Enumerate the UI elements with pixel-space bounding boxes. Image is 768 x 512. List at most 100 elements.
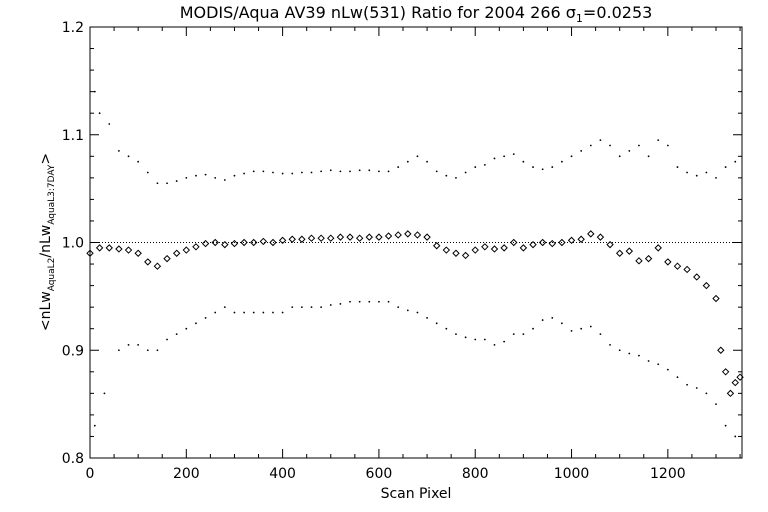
lower-envelope-point bbox=[223, 306, 226, 309]
upper-envelope-point bbox=[599, 139, 602, 142]
y-tick-label: 0.9 bbox=[62, 343, 84, 359]
ratio-point bbox=[635, 257, 643, 265]
lower-envelope-point bbox=[522, 333, 525, 335]
upper-envelope-point bbox=[551, 166, 554, 168]
upper-envelope-point bbox=[532, 166, 534, 168]
upper-envelope-point bbox=[329, 169, 332, 172]
lower-envelope-point bbox=[715, 403, 717, 406]
ratio-point bbox=[211, 238, 219, 247]
lower-envelope-point bbox=[551, 317, 554, 319]
lower-envelope-point bbox=[378, 300, 380, 303]
upper-envelope-point bbox=[223, 179, 226, 181]
ratio-point bbox=[461, 251, 470, 260]
lower-envelope-point bbox=[734, 435, 737, 438]
upper-envelope-point bbox=[474, 166, 477, 168]
lower-envelope-point bbox=[339, 303, 342, 305]
upper-envelope-point bbox=[166, 182, 168, 185]
lower-envelope-point bbox=[512, 333, 515, 335]
lower-envelope-point bbox=[300, 306, 303, 309]
ratio-point bbox=[471, 246, 479, 254]
ratio-point bbox=[423, 233, 431, 241]
lower-envelope-point bbox=[127, 343, 130, 346]
lower-envelope-point bbox=[204, 317, 207, 319]
ratio-point bbox=[673, 262, 682, 270]
lower-envelope-point bbox=[117, 349, 120, 352]
axis-ticks bbox=[89, 26, 742, 459]
upper-envelope-point bbox=[233, 174, 236, 177]
lower-envelope-point bbox=[503, 340, 506, 343]
ratio-point bbox=[375, 233, 383, 241]
ratio-point bbox=[519, 244, 528, 252]
upper-envelope-point bbox=[416, 155, 419, 158]
upper-envelope-point bbox=[541, 168, 544, 171]
ratio-point bbox=[548, 239, 556, 248]
upper-envelope-point bbox=[195, 174, 197, 177]
data-points bbox=[86, 90, 744, 438]
ratio-point bbox=[606, 240, 614, 249]
lower-envelope-point bbox=[93, 424, 96, 427]
upper-envelope-point bbox=[638, 144, 640, 147]
upper-envelope-point bbox=[561, 160, 563, 163]
lower-envelope-point bbox=[262, 311, 265, 314]
ratio-point bbox=[192, 243, 200, 251]
x-tick-label: 600 bbox=[366, 466, 393, 482]
upper-envelope-point bbox=[522, 160, 525, 163]
ratio-point bbox=[182, 246, 191, 254]
upper-envelope-point bbox=[272, 171, 274, 174]
lower-envelope-point bbox=[609, 343, 611, 346]
lower-envelope-point bbox=[281, 311, 284, 314]
ratio-point bbox=[538, 238, 547, 247]
ratio-point bbox=[452, 249, 460, 257]
lower-envelope-point bbox=[175, 333, 178, 335]
ratio-point bbox=[346, 233, 354, 241]
ratio-point bbox=[596, 233, 605, 241]
chart-title: MODIS/Aqua AV39 nLw(531) Ratio for 2004 … bbox=[180, 3, 653, 25]
ratio-point bbox=[432, 242, 441, 250]
ratio-point bbox=[95, 244, 104, 252]
ratio-point bbox=[336, 233, 345, 241]
x-tick-label: 1200 bbox=[650, 466, 686, 482]
ratio-point bbox=[490, 245, 499, 253]
lower-envelope-point bbox=[166, 338, 168, 341]
lower-envelope-point bbox=[570, 329, 573, 332]
y-axis-title: <nLwAquaL2/nLwAquaL3:7DAY> bbox=[38, 153, 57, 331]
upper-envelope-point bbox=[127, 155, 130, 158]
x-tick-label: 200 bbox=[173, 466, 200, 482]
ratio-point bbox=[230, 239, 239, 248]
ratio-point bbox=[726, 389, 735, 398]
ratio-point bbox=[327, 234, 335, 242]
upper-envelope-point bbox=[378, 170, 380, 173]
ratio-point bbox=[365, 233, 373, 241]
ratio-point bbox=[394, 231, 402, 239]
ratio-point bbox=[717, 346, 725, 354]
ratio-point bbox=[355, 234, 364, 242]
ratio-point bbox=[115, 245, 123, 253]
upper-envelope-point bbox=[93, 90, 96, 93]
upper-envelope-point bbox=[570, 155, 573, 158]
ratio-point bbox=[404, 230, 412, 238]
upper-envelope-point bbox=[185, 176, 188, 179]
lower-envelope-point bbox=[329, 304, 332, 306]
upper-envelope-point bbox=[435, 170, 438, 173]
upper-envelope-point bbox=[281, 172, 284, 175]
upper-envelope-point bbox=[406, 160, 409, 163]
ratio-point bbox=[134, 249, 142, 257]
ratio-point bbox=[577, 235, 585, 243]
x-tick-labels: 0 200 400 600 800 1000 1200 bbox=[86, 466, 686, 482]
lower-envelope-point bbox=[146, 349, 149, 352]
lower-envelope-point bbox=[445, 327, 448, 330]
ratio-point bbox=[259, 237, 268, 246]
x-tick-label: 1000 bbox=[554, 466, 590, 482]
lower-envelope-point bbox=[156, 349, 159, 352]
lower-envelope-point bbox=[599, 333, 602, 335]
lower-envelope-point bbox=[686, 383, 689, 386]
ratio-point bbox=[702, 281, 711, 290]
upper-envelope-point bbox=[108, 123, 111, 125]
lower-envelope-point bbox=[214, 311, 217, 314]
lower-envelope-point bbox=[455, 333, 457, 335]
lower-envelope-point bbox=[541, 319, 544, 321]
ratio-point bbox=[163, 254, 171, 263]
upper-envelope-point bbox=[657, 139, 660, 142]
lower-envelope-point bbox=[243, 311, 245, 314]
